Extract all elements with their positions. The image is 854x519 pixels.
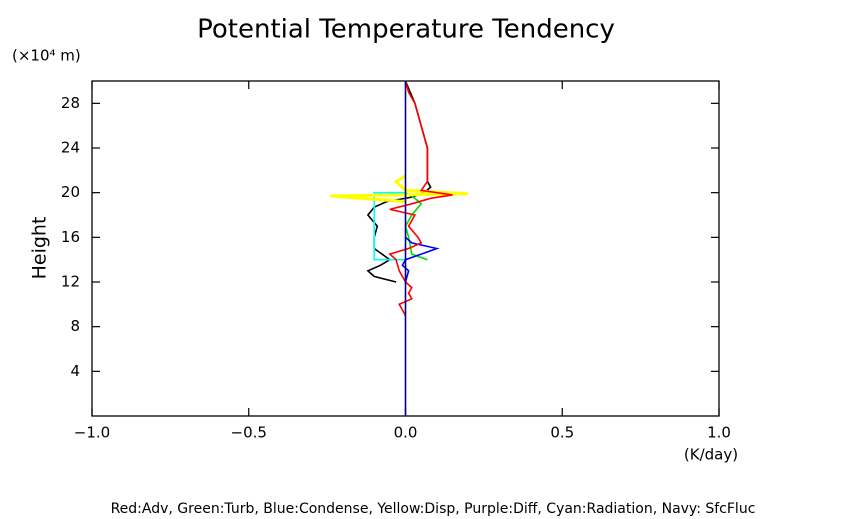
y-tick-label: 12 — [61, 273, 80, 291]
series-line — [388, 80, 453, 316]
chart-title: Potential Temperature Tendency — [197, 15, 615, 45]
y-tick-label: 20 — [61, 183, 80, 201]
series-line — [373, 191, 406, 261]
series-line — [330, 174, 469, 204]
y-tick-label: 16 — [61, 228, 80, 246]
y-tick-label: 8 — [70, 317, 80, 335]
y-tick-label: 24 — [61, 139, 80, 157]
legend-text: Red:Adv, Green:Turb, Blue:Condense, Yell… — [111, 501, 756, 517]
x-tick-label: 0.5 — [550, 424, 574, 442]
y-axis-label: Height — [29, 217, 51, 280]
y-tick-label: 4 — [70, 362, 80, 380]
series-line — [401, 236, 440, 283]
y-unit: (×10⁴ m) — [12, 47, 81, 65]
x-tick-label: 0.0 — [394, 424, 418, 442]
x-unit: (K/day) — [684, 446, 738, 464]
x-tick-label: −1.0 — [74, 424, 110, 442]
y-tick-label: 28 — [61, 94, 80, 112]
x-tick-label: −0.5 — [231, 424, 267, 442]
x-tick-label: 1.0 — [707, 424, 731, 442]
series-line — [404, 192, 428, 261]
